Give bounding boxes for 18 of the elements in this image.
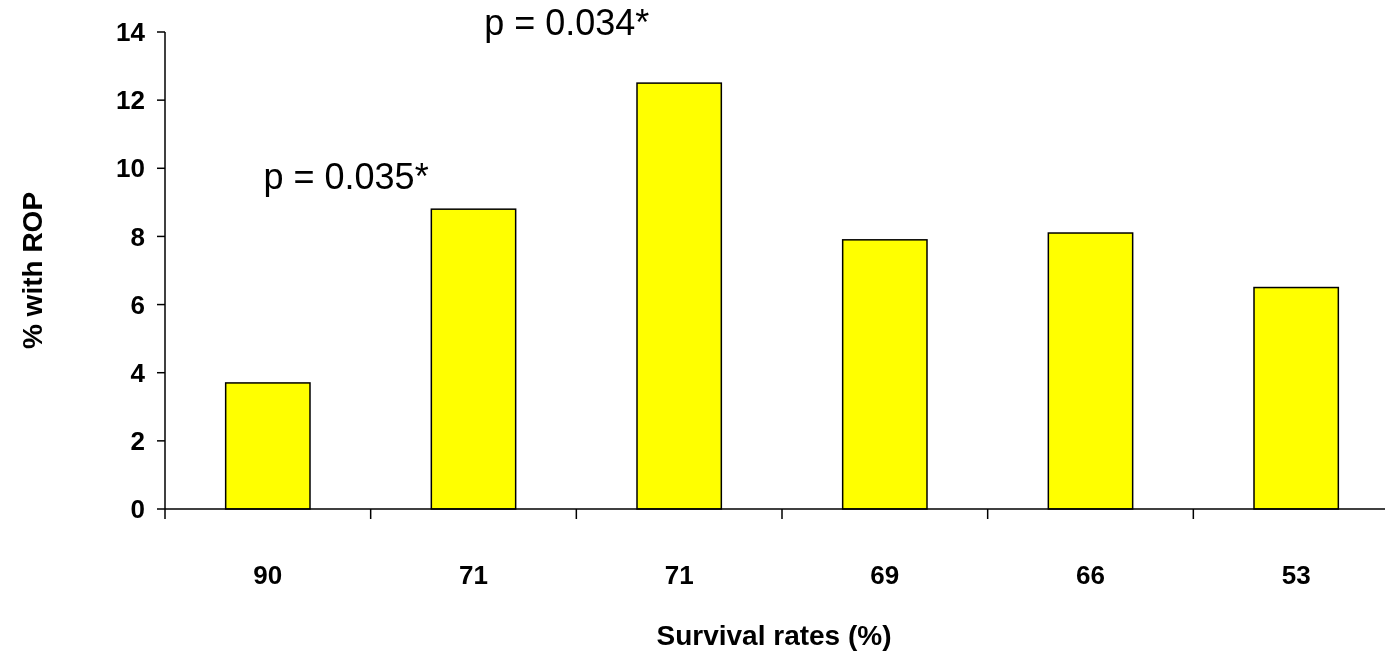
x-tick-label: 71: [459, 560, 488, 590]
y-tick-label: 8: [130, 221, 145, 252]
x-axis-title: Survival rates (%): [656, 620, 892, 651]
y-tick-label: 0: [130, 494, 145, 525]
annotation: p = 0.035*: [263, 156, 429, 198]
x-tick-label: 53: [1281, 560, 1311, 590]
x-tick-label: 90: [253, 560, 283, 590]
y-tick-label: 4: [130, 357, 146, 388]
x-tick-label: 71: [664, 560, 694, 590]
y-tick-label: 10: [116, 153, 145, 184]
y-axis-title: % with ROP: [17, 191, 48, 350]
annotation: p = 0.034*: [484, 2, 650, 44]
x-tick-label: 69: [870, 560, 900, 590]
y-tick-label: 12: [116, 85, 145, 116]
y-tick-label: 14: [116, 17, 146, 48]
y-tick-label: 2: [130, 425, 145, 456]
y-tick-label: 6: [130, 289, 145, 320]
x-tick-label: 66: [1076, 560, 1105, 590]
